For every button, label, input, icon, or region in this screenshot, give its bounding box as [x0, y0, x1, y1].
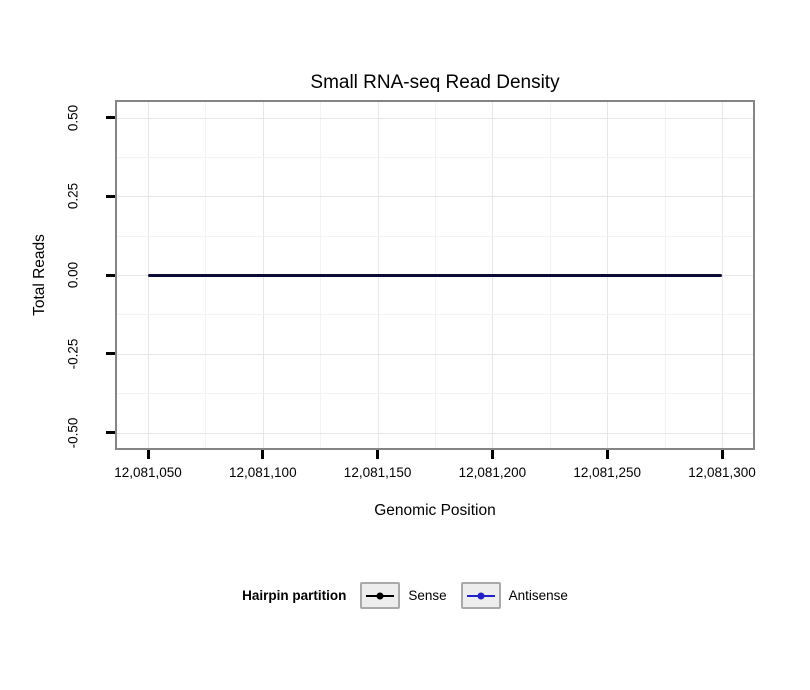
- legend: Hairpin partition Sense Antisense: [0, 582, 810, 609]
- legend-key-dot-icon: [477, 592, 485, 599]
- x-tick-mark: [261, 450, 265, 459]
- y-tick-mark: [106, 352, 115, 356]
- x-tick-label: 12,081,300: [688, 465, 756, 480]
- x-tick-label: 12,081,050: [114, 465, 182, 480]
- gridline-y-minor: [117, 314, 753, 316]
- legend-entry-antisense: Antisense: [460, 582, 568, 609]
- y-tick-label: 0.25: [65, 183, 81, 210]
- x-tick-mark: [720, 450, 724, 459]
- legend-title: Hairpin partition: [242, 588, 347, 603]
- gridline-y-major: [117, 432, 753, 434]
- gridline-y-minor: [117, 156, 753, 158]
- legend-key-dot-icon: [376, 592, 384, 599]
- x-tick-label: 12,081,200: [458, 465, 527, 480]
- plot-panel: [115, 100, 755, 450]
- y-tick-mark: [106, 273, 115, 277]
- y-tick-label: -0.50: [65, 417, 81, 448]
- x-tick-label: 12,081,150: [343, 465, 412, 480]
- x-tick-mark: [376, 450, 380, 459]
- x-tick-mark: [605, 450, 609, 459]
- y-tick-label: 0.50: [65, 104, 81, 131]
- gridline-y-major: [117, 196, 753, 198]
- y-tick-mark: [106, 116, 115, 119]
- legend-label-sense: Sense: [408, 588, 447, 603]
- x-tick-mark: [146, 450, 150, 459]
- legend-key-sense: [360, 582, 401, 609]
- y-axis-title: Total Reads: [31, 234, 48, 316]
- x-tick-label: 12,081,100: [229, 465, 297, 480]
- legend-key-antisense: [460, 582, 501, 609]
- gridline-y-major: [117, 353, 753, 355]
- y-tick-label: -0.25: [65, 338, 81, 370]
- gridline-y-minor: [117, 235, 753, 237]
- x-axis-title: Genomic Position: [374, 502, 496, 519]
- y-tick-mark: [106, 194, 115, 198]
- y-tick-mark: [106, 431, 115, 434]
- gridline-y-major: [117, 117, 753, 119]
- series-line: [148, 273, 722, 277]
- gridline-y-minor: [117, 393, 753, 395]
- x-tick-label: 12,081,250: [573, 465, 641, 480]
- chart-title: Small RNA-seq Read Density: [310, 72, 560, 93]
- legend-entry-sense: Sense: [360, 582, 447, 609]
- x-tick-mark: [490, 450, 494, 459]
- legend-label-antisense: Antisense: [508, 588, 568, 603]
- y-tick-label: 0.00: [65, 261, 81, 289]
